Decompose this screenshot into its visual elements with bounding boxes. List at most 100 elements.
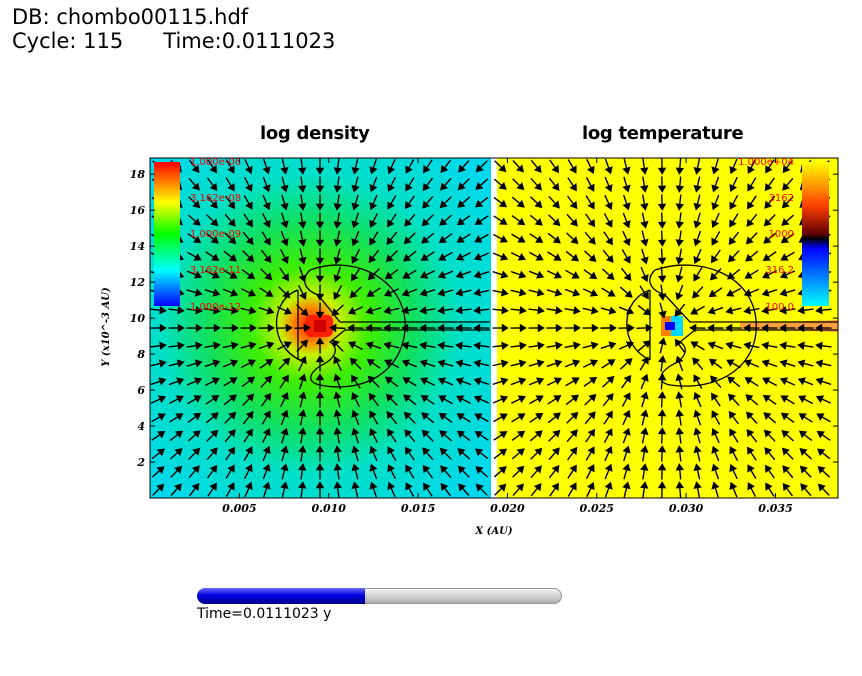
velocity-arrow [548,214,561,227]
velocity-arrow [423,482,433,497]
velocity-arrow [333,356,342,372]
velocity-arrow [369,463,378,480]
velocity-arrow [729,446,739,461]
velocity-arrow [744,377,759,387]
velocity-arrow [693,391,702,408]
velocity-arrow [657,427,667,444]
velocity-arrow [564,288,581,297]
velocity-arrow [243,428,253,443]
velocity-arrow [331,339,344,352]
velocity-arrow [457,178,470,191]
velocity-arrow [512,160,525,173]
velocity-arrow [711,427,720,444]
plot-frame [149,157,839,499]
velocity-arrow [419,323,436,333]
velocity-arrow [204,359,221,368]
velocity-arrow [475,466,489,478]
velocity-arrow [475,483,488,496]
velocity-arrow [387,464,396,480]
velocity-arrow [437,288,454,297]
velocity-arrow [492,395,509,404]
velocity-arrow [168,359,185,368]
velocity-arrow [675,212,684,229]
velocity-arrow [690,341,705,351]
velocity-arrow [294,323,311,333]
velocity-arrow [493,233,508,243]
velocity-arrow [315,337,325,354]
velocity-arrow [763,429,776,442]
velocity-arrow [369,410,379,425]
velocity-arrow [640,158,649,175]
velocity-arrow [711,194,720,211]
velocity-arrow [419,359,436,368]
velocity-arrow [475,178,489,190]
velocity-arrow [333,409,342,426]
velocity-arrow [693,158,702,175]
velocity-arrow [658,302,667,319]
velocity-arrow [242,250,255,263]
velocity-arrow [782,465,794,479]
y-tick-label: 16 [130,204,146,217]
velocity-arrow [186,288,203,297]
velocity-arrow [206,195,218,209]
velocity-arrow [258,306,275,315]
velocity-arrow [618,323,635,333]
velocity-arrow [584,250,597,263]
velocity-arrow [474,431,489,441]
velocity-arrow [528,306,545,315]
velocity-arrow [297,158,307,175]
velocity-arrow [280,427,289,444]
velocity-arrow [743,288,760,297]
velocity-arrow [729,463,738,480]
velocity-arrow [618,306,635,315]
velocity-arrow [315,212,325,229]
velocity-arrow [690,305,705,315]
velocity-arrow [474,215,489,225]
velocity-arrow [262,194,271,211]
velocity-arrow [457,465,470,478]
velocity-arrow [530,483,542,497]
velocity-arrow [224,429,236,443]
velocity-arrow [473,323,490,333]
velocity-arrow [383,306,400,315]
velocity-arrow [675,391,684,408]
velocity-arrow [780,233,795,244]
velocity-arrow [510,323,527,333]
velocity-arrow [815,323,832,333]
velocity-arrow [333,230,342,247]
velocity-arrow [474,413,489,423]
velocity-arrow [367,375,380,388]
velocity-arrow [222,323,239,333]
velocity-arrow [224,232,237,245]
velocity-arrow [779,288,796,297]
velocity-arrow [640,248,649,265]
density-colorbar [154,162,180,306]
velocity-arrow [743,341,760,350]
velocity-arrow [473,270,490,279]
velocity-arrow [675,355,684,372]
velocity-arrow [511,196,525,208]
velocity-arrow [298,445,307,462]
velocity-arrow [186,341,203,350]
velocity-arrow [546,359,563,368]
velocity-arrow [619,358,633,370]
velocity-arrow [188,177,200,191]
x-tick-label: 0.015 [401,502,435,515]
velocity-arrow [782,177,794,191]
velocity-arrow [603,213,613,228]
velocity-arrow [747,177,757,192]
velocity-arrow [546,270,563,279]
velocity-arrow [278,286,291,299]
temperature-hot-core [661,316,683,336]
velocity-arrow [223,377,238,387]
velocity-arrow [548,447,560,461]
velocity-arrow [438,233,453,244]
velocity-arrow [261,231,271,246]
velocity-arrow [333,285,343,300]
velocity-arrow [747,446,757,461]
velocity-arrow [781,430,795,442]
velocity-arrow [566,446,578,461]
velocity-arrow [187,412,202,423]
velocity-arrow [150,395,167,404]
velocity-arrow [421,412,435,424]
